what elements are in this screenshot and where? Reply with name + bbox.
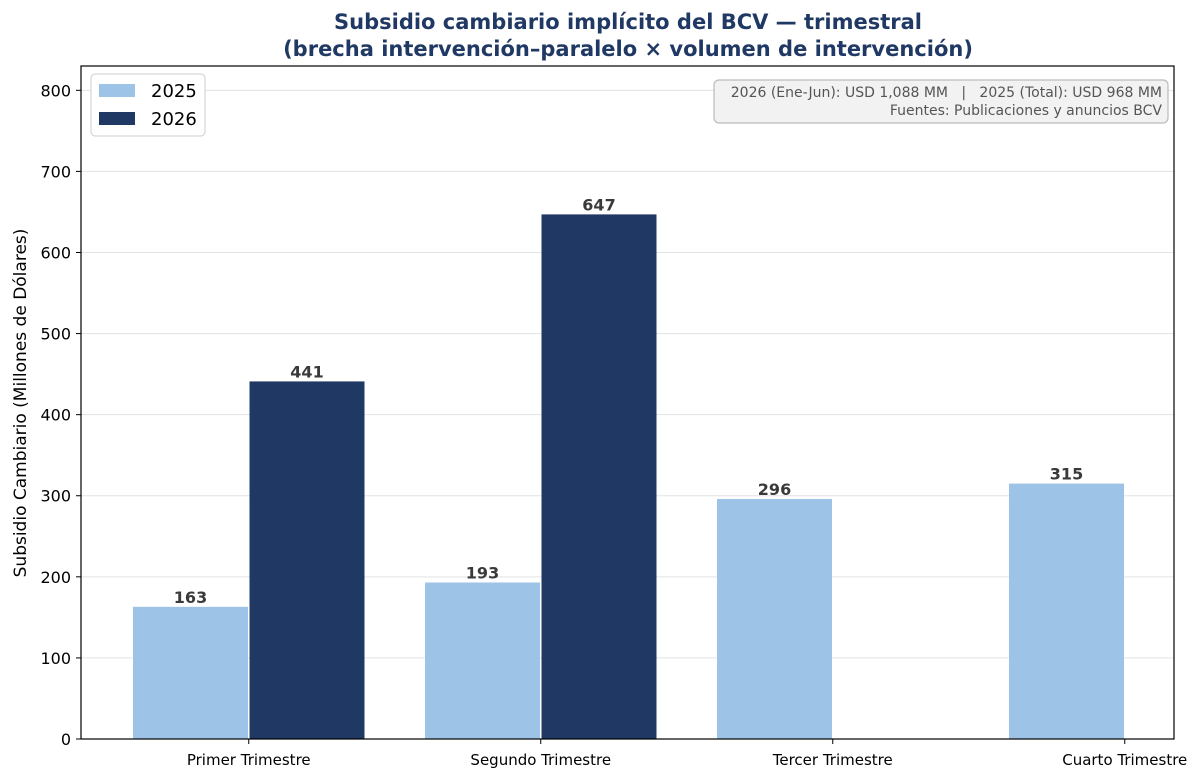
y-axis-ticks: 0 100 200 300 400 500 600 700 800 [40, 81, 81, 749]
y-tick-label-200: 200 [40, 568, 71, 587]
bar-2025-1 [133, 606, 248, 739]
bar-2025-3 [717, 498, 832, 739]
bar-value-label-2025-1: 163 [174, 588, 207, 607]
plot-frame [80, 65, 1175, 740]
annotation-totals: 2026 (Ene-Jun): USD 1,088 MM | 2025 (Tot… [731, 85, 1162, 101]
bar-value-label-2025-4: 315 [1050, 465, 1083, 484]
x-axis-ticks: Primer Trimestre Segundo Trimestre Tercer … [187, 739, 1187, 769]
bar-value-label-2025-2: 193 [466, 564, 499, 583]
y-tick-label-100: 100 [40, 649, 71, 668]
y-tick-label-0: 0 [61, 730, 71, 749]
bar-2025-4 [1009, 483, 1124, 739]
y-tick-label-400: 400 [40, 406, 71, 425]
y-tick-label-300: 300 [40, 487, 71, 506]
y-axis-label: Subsidio Cambiario (Millones de Dólares) [11, 229, 31, 578]
y-tick-label-600: 600 [40, 243, 71, 262]
y-tick-label-700: 700 [40, 162, 71, 181]
chart-subtitle: (brecha intervención–paralelo × volumen … [283, 37, 973, 61]
x-tick-label-1: Primer Trimestre [187, 751, 311, 769]
legend-label-2026: 2026 [151, 109, 197, 130]
y-tick-label-500: 500 [40, 325, 71, 344]
legend: 2025 2026 [90, 73, 206, 137]
bar-value-label-2025-3: 296 [758, 480, 791, 499]
bar-2026-2 [541, 214, 657, 739]
annotation-box: 2026 (Ene-Jun): USD 1,088 MM | 2025 (Tot… [713, 79, 1169, 124]
legend-swatch-2025 [99, 84, 135, 97]
chart-title: Subsidio cambiario implícito del BCV — t… [334, 10, 922, 34]
legend-label-2025: 2025 [151, 81, 197, 102]
annotation-background [713, 79, 1169, 124]
y-tick-label-800: 800 [40, 81, 71, 100]
x-tick-label-4: Cuarto Trimestre [1062, 751, 1187, 769]
bar-2025-2 [425, 582, 540, 739]
x-tick-label-2: Segundo Trimestre [470, 751, 611, 769]
bars-group [133, 214, 1124, 739]
legend-swatch-2026 [99, 112, 135, 125]
bar-2026-1 [249, 381, 365, 739]
bar-value-label-2026-1: 441 [290, 362, 323, 381]
bar-value-label-2026-2: 647 [582, 195, 615, 214]
bar-labels-group: 163 441 193 647 296 315 [174, 195, 1083, 606]
annotation-sources: Fuentes: Publicaciones y anuncios BCV [890, 103, 1163, 119]
x-tick-label-3: Tercer Trimestre [772, 751, 893, 769]
